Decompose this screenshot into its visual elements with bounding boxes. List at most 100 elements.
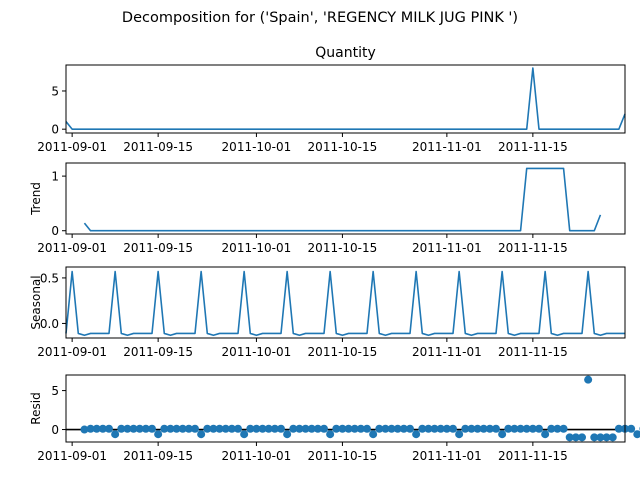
- resid-point: [571, 433, 580, 442]
- resid-point: [203, 424, 212, 433]
- resid-point: [541, 430, 550, 439]
- resid-point: [535, 424, 543, 433]
- resid-point: [307, 424, 316, 433]
- resid-point: [184, 424, 193, 433]
- x-tick-label: 2011-09-01: [37, 140, 107, 154]
- x-tick-label: 2011-11-15: [498, 449, 568, 463]
- resid-point: [399, 424, 408, 433]
- resid-point: [80, 425, 89, 434]
- series-line: [65, 67, 626, 130]
- resid-point: [528, 424, 537, 433]
- resid-point: [270, 424, 279, 433]
- resid-point: [338, 424, 347, 433]
- x-tick-label: 2011-09-15: [123, 241, 193, 255]
- x-tick-label: 2011-11-15: [498, 241, 568, 255]
- resid-point: [129, 424, 138, 433]
- resid-point: [160, 424, 169, 433]
- resid-point: [135, 424, 144, 433]
- resid-point: [344, 424, 353, 433]
- resid-point: [608, 433, 617, 442]
- resid-point: [510, 424, 519, 433]
- resid-point: [578, 433, 586, 442]
- series-line: [65, 270, 625, 337]
- panel-title: Quantity: [315, 45, 376, 61]
- x-tick-label: 2011-09-15: [123, 345, 193, 359]
- y-tick-label: 0.0: [40, 317, 59, 331]
- series-line: [83, 167, 602, 232]
- resid-point: [356, 424, 365, 433]
- resid-point: [320, 424, 328, 433]
- resid-point: [590, 433, 599, 442]
- resid-point: [498, 430, 507, 439]
- x-tick-label: 2011-10-15: [308, 241, 378, 255]
- resid-point: [178, 424, 187, 433]
- x-tick-label: 2011-09-01: [37, 241, 107, 255]
- resid-point: [553, 424, 562, 433]
- resid-point: [313, 424, 322, 433]
- resid-point: [148, 424, 156, 433]
- resid-point: [369, 430, 378, 439]
- resid-point: [614, 424, 623, 433]
- resid-point: [172, 424, 181, 433]
- resid-point: [240, 430, 249, 439]
- y-tick-label: 0: [51, 123, 59, 137]
- scatter-points: [80, 375, 640, 442]
- resid-point: [209, 424, 218, 433]
- resid-point: [406, 424, 414, 433]
- y-tick-label: 0.5: [40, 271, 59, 285]
- y-tick-label: 1: [51, 170, 59, 184]
- x-tick-label: 2011-10-01: [222, 140, 292, 154]
- resid-point: [221, 424, 230, 433]
- resid-point: [252, 424, 261, 433]
- resid-point: [485, 424, 494, 433]
- x-tick-label: 2011-11-01: [412, 449, 482, 463]
- y-tick-label: 0: [51, 224, 59, 238]
- resid-point: [418, 424, 427, 433]
- resid-point: [92, 424, 101, 433]
- x-tick-label: 2011-09-15: [123, 449, 193, 463]
- resid-point: [166, 424, 175, 433]
- y-axis-label: Trend: [29, 182, 43, 216]
- panel-2: Trend 0 1 2011-09-01 2011-09-15 2011-10-01 201…: [29, 162, 626, 255]
- resid-point: [479, 424, 488, 433]
- resid-point: [442, 424, 451, 433]
- x-tick-label: 2011-10-15: [308, 345, 378, 359]
- axes-frame: [65, 266, 626, 339]
- x-tick-label: 2011-10-01: [222, 449, 292, 463]
- resid-point: [467, 424, 476, 433]
- axes-frame: [65, 162, 626, 235]
- resid-point: [412, 430, 421, 439]
- x-tick-label: 2011-11-01: [412, 241, 482, 255]
- resid-point: [436, 424, 445, 433]
- resid-point: [455, 430, 464, 439]
- resid-point: [197, 430, 206, 439]
- resid-point: [504, 424, 513, 433]
- resid-point: [602, 433, 611, 442]
- x-tick-label: 2011-11-01: [412, 345, 482, 359]
- resid-point: [565, 433, 574, 442]
- figure-suptitle: Decomposition for ('Spain', 'REGENCY MIL…: [122, 10, 518, 26]
- resid-point: [424, 424, 433, 433]
- y-tick-label: 5: [51, 384, 59, 398]
- resid-point: [283, 430, 292, 439]
- resid-point: [295, 424, 304, 433]
- resid-point: [393, 424, 402, 433]
- y-tick-label: 5: [51, 84, 59, 98]
- x-tick-label: 2011-09-15: [123, 140, 193, 154]
- x-tick-label: 2011-11-15: [498, 345, 568, 359]
- resid-point: [326, 430, 335, 439]
- y-axis-label: Seasonal: [29, 275, 43, 329]
- resid-point: [381, 424, 390, 433]
- resid-point: [332, 424, 341, 433]
- resid-point: [227, 424, 236, 433]
- x-tick-label: 2011-10-15: [308, 449, 378, 463]
- resid-point: [98, 424, 107, 433]
- resid-point: [258, 424, 267, 433]
- resid-point: [105, 424, 113, 433]
- x-tick-label: 2011-10-15: [308, 140, 378, 154]
- x-tick-label: 2011-11-01: [412, 140, 482, 154]
- resid-point: [289, 424, 298, 433]
- resid-point: [584, 375, 593, 384]
